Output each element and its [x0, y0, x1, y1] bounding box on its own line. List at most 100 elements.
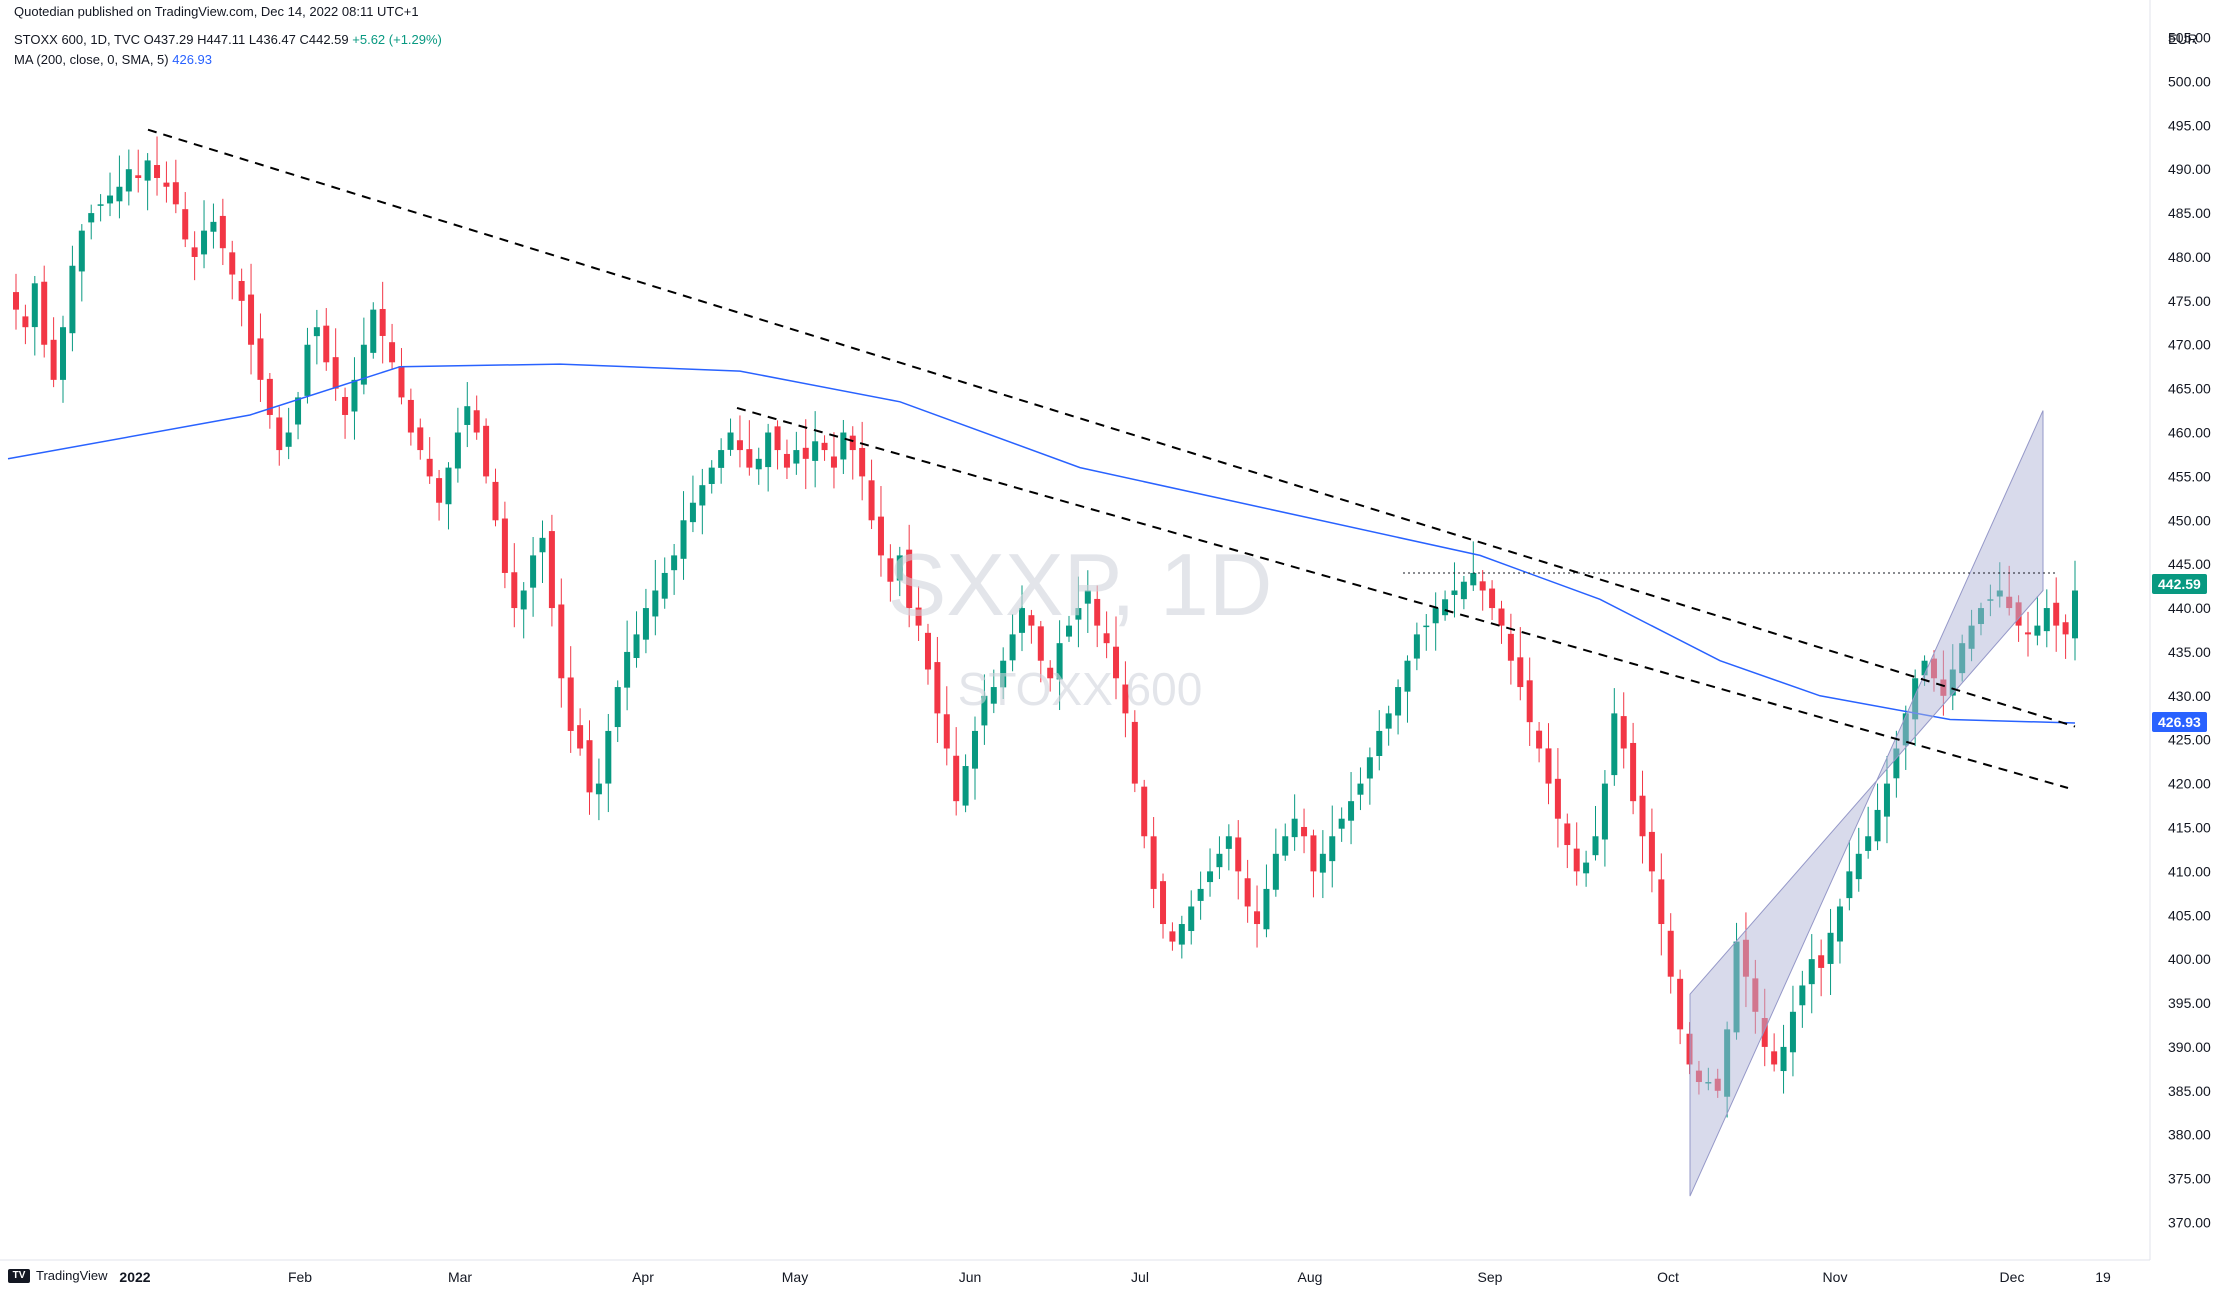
y-tick-label: 475.00: [2168, 293, 2211, 309]
indicator-legend[interactable]: MA (200, close, 0, SMA, 5) 426.93: [14, 52, 212, 67]
tradingview-logo-icon: TV: [8, 1268, 30, 1283]
candle-body: [793, 450, 800, 464]
candle-body: [539, 537, 546, 553]
candle-body: [1207, 871, 1214, 883]
x-tick-label: Sep: [1478, 1269, 1503, 1285]
candle-body: [107, 195, 114, 204]
last-price-label: 442.59: [2152, 574, 2207, 595]
candle-body: [1761, 1018, 1768, 1047]
candle-body: [1498, 608, 1505, 626]
y-tick-label: 470.00: [2168, 337, 2211, 353]
candle-body: [1883, 783, 1890, 817]
candle-body: [304, 344, 311, 396]
candle-body: [2053, 602, 2060, 626]
candle-body: [50, 339, 57, 380]
candle-body: [1545, 748, 1552, 784]
candle-body: [1235, 837, 1242, 872]
candle-body: [906, 549, 913, 609]
candle-body: [492, 481, 499, 521]
candle-body: [398, 366, 405, 398]
candle-body: [417, 427, 424, 451]
candle-body: [530, 555, 537, 588]
candle-body: [1047, 667, 1054, 679]
candle-body: [1338, 818, 1345, 829]
candle-body: [1254, 911, 1261, 925]
candle-body: [97, 204, 104, 206]
x-tick-label: Aug: [1298, 1269, 1323, 1285]
y-tick-label: 390.00: [2168, 1039, 2211, 1055]
candle-body: [332, 357, 339, 389]
candle-body: [238, 280, 245, 301]
candle-body: [595, 783, 602, 795]
x-tick-label: Mar: [448, 1269, 472, 1285]
candle-body: [1291, 818, 1298, 838]
candle-body: [1319, 853, 1326, 873]
candle-body: [1611, 713, 1618, 776]
y-tick-label: 455.00: [2168, 468, 2211, 484]
candle-body: [1526, 680, 1533, 723]
rising-channel: [1689, 410, 2044, 1197]
candle-body: [135, 175, 142, 178]
y-tick-label: 380.00: [2168, 1127, 2211, 1143]
candle-body: [13, 292, 19, 310]
candle-body: [1000, 660, 1007, 688]
candle-body: [201, 230, 208, 255]
x-tick-label: Nov: [1823, 1269, 1848, 1285]
candle-body: [943, 714, 950, 749]
candle-body: [1310, 835, 1317, 872]
x-tick-label: Feb: [288, 1269, 312, 1285]
candle-body: [896, 555, 903, 581]
candle-body: [577, 725, 584, 749]
candle-body: [1780, 1046, 1787, 1072]
candle-body: [718, 450, 725, 468]
candle-body: [1169, 931, 1176, 942]
candle-body: [680, 520, 687, 559]
candle-body: [1094, 598, 1101, 626]
candle-body: [727, 432, 734, 450]
candle-body: [1799, 985, 1806, 1006]
x-tick-label: 2022: [119, 1269, 150, 1285]
candle-body: [1554, 778, 1561, 819]
candle-body: [642, 608, 649, 640]
candle-body: [464, 406, 471, 425]
candle-body: [736, 440, 743, 451]
candle-body: [990, 687, 997, 704]
candle-body: [934, 662, 941, 714]
candle-body: [1122, 684, 1129, 714]
candle-body: [1479, 581, 1486, 591]
y-tick-label: 465.00: [2168, 381, 2211, 397]
candle-body: [1846, 871, 1853, 899]
candle-body: [1141, 786, 1148, 837]
candle-body: [614, 687, 621, 728]
candle-body: [31, 283, 38, 328]
candle-body: [1329, 836, 1336, 862]
candle-body: [849, 435, 856, 451]
candle-body: [1103, 633, 1110, 644]
candle-body: [2062, 622, 2069, 635]
candle-body: [154, 165, 161, 178]
candle-body: [1592, 836, 1599, 856]
candle-body: [661, 572, 668, 599]
candle-body: [501, 518, 508, 573]
candle-body: [1442, 599, 1449, 616]
tradingview-logo[interactable]: TV TradingView: [8, 1268, 108, 1283]
candle-body: [567, 677, 574, 731]
candle-body: [172, 182, 179, 205]
candle-body: [887, 558, 894, 582]
candle-body: [1009, 634, 1016, 661]
candle-body: [1366, 757, 1373, 779]
symbol-legend: STOXX 600, 1D, TVC: [14, 32, 140, 47]
candle-body: [60, 327, 67, 380]
x-tick-label: Oct: [1657, 1269, 1679, 1285]
candle-body: [1536, 730, 1543, 749]
candle-body: [1808, 959, 1815, 985]
indicator-value: 426.93: [172, 52, 213, 67]
candle-body: [868, 480, 875, 521]
candle-body: [1874, 809, 1881, 842]
published-byline: Quotedian published on TradingView.com, …: [14, 4, 419, 19]
candle-body: [454, 432, 461, 469]
candle-body: [88, 213, 95, 223]
candle-body: [1028, 615, 1035, 626]
